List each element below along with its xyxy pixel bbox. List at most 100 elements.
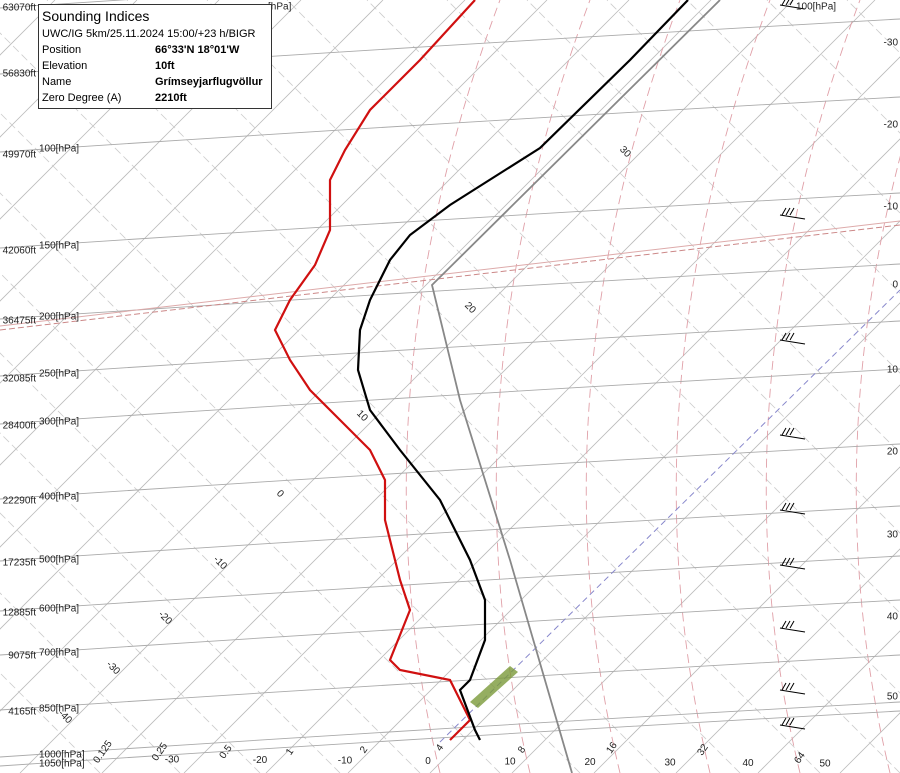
pressure-label: 1050[hPa] <box>39 759 85 770</box>
info-box: Sounding Indices UWC/IG 5km/25.11.2024 1… <box>38 4 272 109</box>
mixing-ratio-label: 1 <box>284 746 296 757</box>
barb-feather <box>785 207 791 216</box>
barb-feather <box>789 620 795 629</box>
barb-feather <box>789 427 795 436</box>
isotherm <box>0 0 138 138</box>
dry-adiabat <box>526 0 900 374</box>
dry-adiabat <box>46 0 821 773</box>
isotherm <box>101 0 876 773</box>
barb-feather <box>785 502 791 511</box>
isotherm <box>675 548 900 773</box>
temperature-label: 50 <box>819 759 831 770</box>
info-key: Position <box>42 44 82 56</box>
isotherm <box>0 0 630 630</box>
info-row: Elevation 10ft <box>42 58 268 74</box>
barb-feather <box>785 620 791 629</box>
isobar <box>0 654 900 711</box>
barb-feather <box>781 682 787 691</box>
isobar <box>0 368 900 425</box>
barb-feather <box>789 717 795 726</box>
dry-adiabat <box>0 432 341 773</box>
barb-feather <box>789 0 794 6</box>
barb-feather <box>785 717 791 726</box>
moist-adiabat <box>405 0 501 773</box>
isotherm <box>429 302 900 773</box>
altitude-label: 17235ft <box>3 558 37 569</box>
barb-feather <box>789 332 795 341</box>
dry-adiabat <box>286 0 900 614</box>
dry-adiabat <box>0 512 261 773</box>
temperature-label: -20 <box>884 120 899 131</box>
barb-shaft <box>779 214 806 220</box>
barb-feather <box>781 557 787 566</box>
dry-adiabat <box>0 192 581 773</box>
temperature-curve <box>356 0 689 741</box>
temperature-label: -20 <box>253 755 268 766</box>
temperature-label: 20 <box>584 757 596 768</box>
isotherm <box>0 0 548 548</box>
mixing-ratio-label: 2 <box>358 744 370 755</box>
dry-adiabat <box>446 0 900 454</box>
barb-shaft <box>779 434 806 440</box>
info-row: Name Grímseyjarflugvöllur <box>42 74 268 90</box>
temperature-label: 10 <box>504 757 516 768</box>
temperature-label: 0 <box>892 280 898 291</box>
info-value: 10ft <box>155 60 175 72</box>
barb-shaft <box>779 4 806 10</box>
mixing-ratio-label: 4 <box>434 742 446 753</box>
pressure-label: 300[hPa] <box>39 417 79 428</box>
pressure-label: 850[hPa] <box>39 704 79 715</box>
mixing-ratio-label: 0.125 <box>91 738 115 765</box>
isotherm <box>757 630 900 773</box>
isotherm <box>0 0 466 466</box>
altitude-label: 28400ft <box>3 421 37 432</box>
altitude-label: 49970ft <box>3 150 37 161</box>
moist-adiabat <box>765 0 861 773</box>
barb-feather <box>781 427 787 436</box>
barb-feather <box>781 207 787 216</box>
barb-feather <box>789 502 795 511</box>
barb-feather <box>789 557 795 566</box>
moist-adiabat <box>585 0 681 773</box>
barb-feather <box>781 620 787 629</box>
isotherm <box>19 0 794 773</box>
barb-feather <box>785 557 791 566</box>
barb-feather <box>785 682 791 691</box>
parcel-curve <box>431 0 721 773</box>
barb-shaft <box>779 627 806 633</box>
pressure-label: [hPa] <box>268 2 292 13</box>
temperature-label: 30 <box>887 530 899 541</box>
info-key: Elevation <box>42 60 88 72</box>
moist-adiabat <box>495 0 591 773</box>
dry-adiabat <box>0 32 741 773</box>
temperature-label: -30 <box>165 755 180 766</box>
temperature-label: 0 <box>425 756 431 767</box>
isotherm-label: -10 <box>211 554 229 572</box>
barb-feather <box>789 207 795 216</box>
temperature-label: -10 <box>338 756 353 767</box>
isotherm <box>0 0 302 302</box>
isotherm <box>183 56 900 773</box>
pressure-label: 600[hPa] <box>39 604 79 615</box>
barb-shaft <box>779 689 806 695</box>
barb-feather <box>785 427 791 436</box>
isotherm <box>0 0 712 712</box>
isotherm <box>265 138 900 773</box>
dry-adiabat <box>0 112 661 773</box>
dry-adiabat <box>0 592 181 773</box>
zero-line <box>439 289 900 743</box>
temperature-label: 40 <box>887 612 899 623</box>
temperature-label: 40 <box>742 758 754 769</box>
dry-adiabat <box>126 0 900 773</box>
barb-feather <box>789 682 795 691</box>
info-rows: Position 66°33'N 18°01'W Elevation 10ft Name… <box>42 42 268 106</box>
isobar <box>0 710 900 767</box>
isotherm <box>347 220 900 773</box>
altitude-label: 42060ft <box>3 246 37 257</box>
temperature-label: 10 <box>887 365 899 376</box>
temperature-label: -10 <box>884 202 899 213</box>
isobar <box>0 505 900 562</box>
isotherm-label: 30 <box>617 144 633 160</box>
